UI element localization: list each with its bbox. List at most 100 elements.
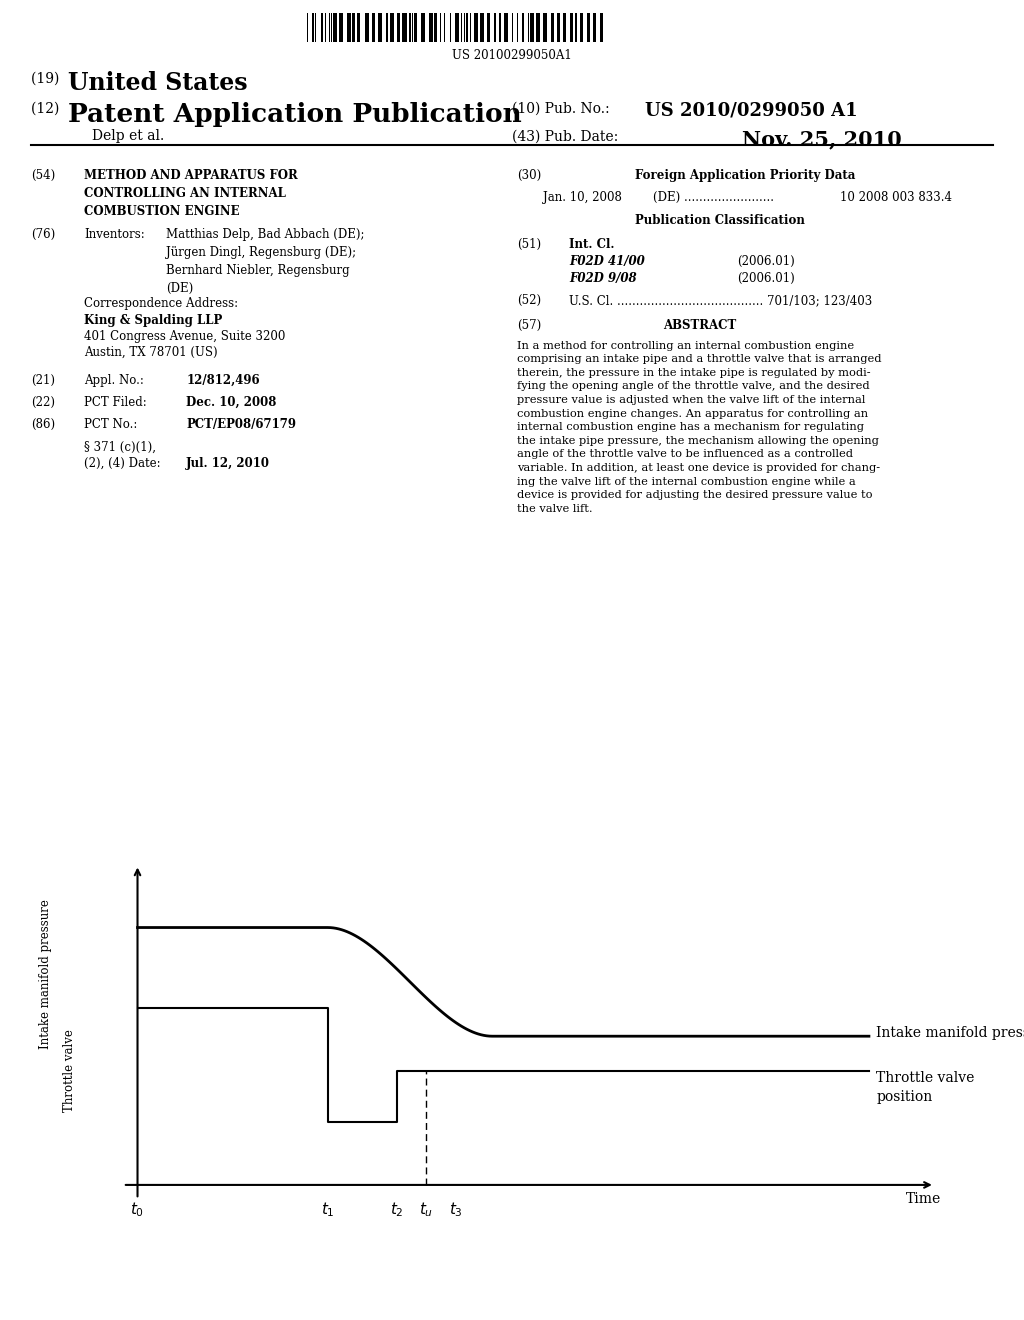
Bar — [402, 13, 407, 42]
Bar — [372, 13, 375, 42]
Bar — [575, 13, 577, 42]
Text: $t_3$: $t_3$ — [449, 1201, 463, 1220]
Bar — [600, 13, 603, 42]
Text: PCT No.:: PCT No.: — [84, 418, 137, 432]
Bar — [378, 13, 382, 42]
Bar — [536, 13, 540, 42]
Text: (2006.01): (2006.01) — [737, 255, 795, 268]
Bar — [331, 13, 332, 42]
Text: 10 2008 003 833.4: 10 2008 003 833.4 — [840, 191, 951, 205]
Bar — [455, 13, 459, 42]
Bar — [315, 13, 316, 42]
Bar — [522, 13, 524, 42]
Text: U.S. Cl. ....................................... 701/103; 123/403: U.S. Cl. ...............................… — [569, 294, 872, 308]
Text: $t_0$: $t_0$ — [130, 1201, 144, 1220]
Text: (DE) ........................: (DE) ........................ — [653, 191, 774, 205]
Bar — [466, 13, 468, 42]
Bar — [461, 13, 462, 42]
Bar — [321, 13, 323, 42]
Bar — [557, 13, 560, 42]
Bar — [390, 13, 394, 42]
Text: Patent Application Publication: Patent Application Publication — [68, 102, 521, 127]
Text: Int. Cl.: Int. Cl. — [569, 238, 614, 251]
Bar — [409, 13, 411, 42]
Bar — [517, 13, 518, 42]
Text: F02D 41/00: F02D 41/00 — [569, 255, 645, 268]
Bar — [329, 13, 330, 42]
Bar — [397, 13, 400, 42]
Text: F02D 9/08: F02D 9/08 — [569, 272, 637, 285]
Bar — [563, 13, 566, 42]
Bar — [587, 13, 590, 42]
Text: US 2010/0299050 A1: US 2010/0299050 A1 — [645, 102, 858, 120]
Text: Throttle valve: Throttle valve — [63, 1030, 76, 1111]
Text: $t_2$: $t_2$ — [390, 1201, 404, 1220]
Text: Intake manifold pressure: Intake manifold pressure — [877, 1027, 1024, 1040]
Bar — [487, 13, 490, 42]
Text: (51): (51) — [517, 238, 542, 251]
Bar — [429, 13, 433, 42]
Bar — [307, 13, 308, 42]
Text: Publication Classification: Publication Classification — [635, 214, 805, 227]
Bar — [434, 13, 437, 42]
Text: (86): (86) — [31, 418, 55, 432]
Text: Dec. 10, 2008: Dec. 10, 2008 — [186, 396, 276, 409]
Text: In a method for controlling an internal combustion engine
comprising an intake p: In a method for controlling an internal … — [517, 341, 882, 513]
Text: (2), (4) Date:: (2), (4) Date: — [84, 457, 161, 470]
Text: (54): (54) — [31, 169, 55, 182]
Bar — [414, 13, 417, 42]
Bar — [570, 13, 573, 42]
Text: 12/812,496: 12/812,496 — [186, 374, 260, 387]
Text: 401 Congress Avenue, Suite 3200: 401 Congress Avenue, Suite 3200 — [84, 330, 286, 343]
Text: ABSTRACT: ABSTRACT — [664, 319, 737, 333]
Text: Intake manifold pressure: Intake manifold pressure — [39, 899, 51, 1049]
Text: Appl. No.:: Appl. No.: — [84, 374, 143, 387]
Text: PCT/EP08/67179: PCT/EP08/67179 — [186, 418, 296, 432]
Text: United States: United States — [68, 71, 247, 95]
Bar — [312, 13, 314, 42]
Text: $t_u$: $t_u$ — [419, 1201, 433, 1220]
Bar — [530, 13, 534, 42]
Bar — [440, 13, 441, 42]
Text: Delp et al.: Delp et al. — [92, 129, 165, 144]
Bar — [470, 13, 471, 42]
Bar — [357, 13, 360, 42]
Text: $t_1$: $t_1$ — [321, 1201, 335, 1220]
Text: King & Spalding LLP: King & Spalding LLP — [84, 314, 222, 327]
Bar — [551, 13, 554, 42]
Text: Austin, TX 78701 (US): Austin, TX 78701 (US) — [84, 346, 217, 359]
Text: Correspondence Address:: Correspondence Address: — [84, 297, 239, 310]
Bar — [325, 13, 326, 42]
Text: (22): (22) — [31, 396, 54, 409]
Text: METHOD AND APPARATUS FOR
CONTROLLING AN INTERNAL
COMBUSTION ENGINE: METHOD AND APPARATUS FOR CONTROLLING AN … — [84, 169, 298, 218]
Text: Jul. 12, 2010: Jul. 12, 2010 — [186, 457, 270, 470]
Bar — [365, 13, 369, 42]
Text: Nov. 25, 2010: Nov. 25, 2010 — [742, 129, 902, 149]
Text: (30): (30) — [517, 169, 542, 182]
Text: (21): (21) — [31, 374, 54, 387]
Bar — [528, 13, 529, 42]
Bar — [543, 13, 547, 42]
Text: (19): (19) — [31, 71, 63, 86]
Bar — [474, 13, 478, 42]
Text: Throttle valve
position: Throttle valve position — [877, 1072, 975, 1104]
Text: § 371 (c)(1),: § 371 (c)(1), — [84, 441, 156, 454]
Text: Foreign Application Priority Data: Foreign Application Priority Data — [635, 169, 855, 182]
Text: (10) Pub. No.:: (10) Pub. No.: — [512, 102, 614, 116]
Text: (12): (12) — [31, 102, 63, 116]
Bar — [494, 13, 496, 42]
Bar — [347, 13, 351, 42]
Bar — [444, 13, 445, 42]
Text: (52): (52) — [517, 294, 542, 308]
Text: (2006.01): (2006.01) — [737, 272, 795, 285]
Text: Time: Time — [906, 1192, 941, 1206]
Bar — [352, 13, 355, 42]
Bar — [504, 13, 508, 42]
Text: Inventors:: Inventors: — [84, 228, 144, 242]
Text: (57): (57) — [517, 319, 542, 333]
Text: Matthias Delp, Bad Abbach (DE);
Jürgen Dingl, Regensburg (DE);
Bernhard Niebler,: Matthias Delp, Bad Abbach (DE); Jürgen D… — [166, 228, 365, 296]
Bar — [333, 13, 337, 42]
Text: Jan. 10, 2008: Jan. 10, 2008 — [543, 191, 622, 205]
Text: (76): (76) — [31, 228, 55, 242]
Bar — [386, 13, 388, 42]
